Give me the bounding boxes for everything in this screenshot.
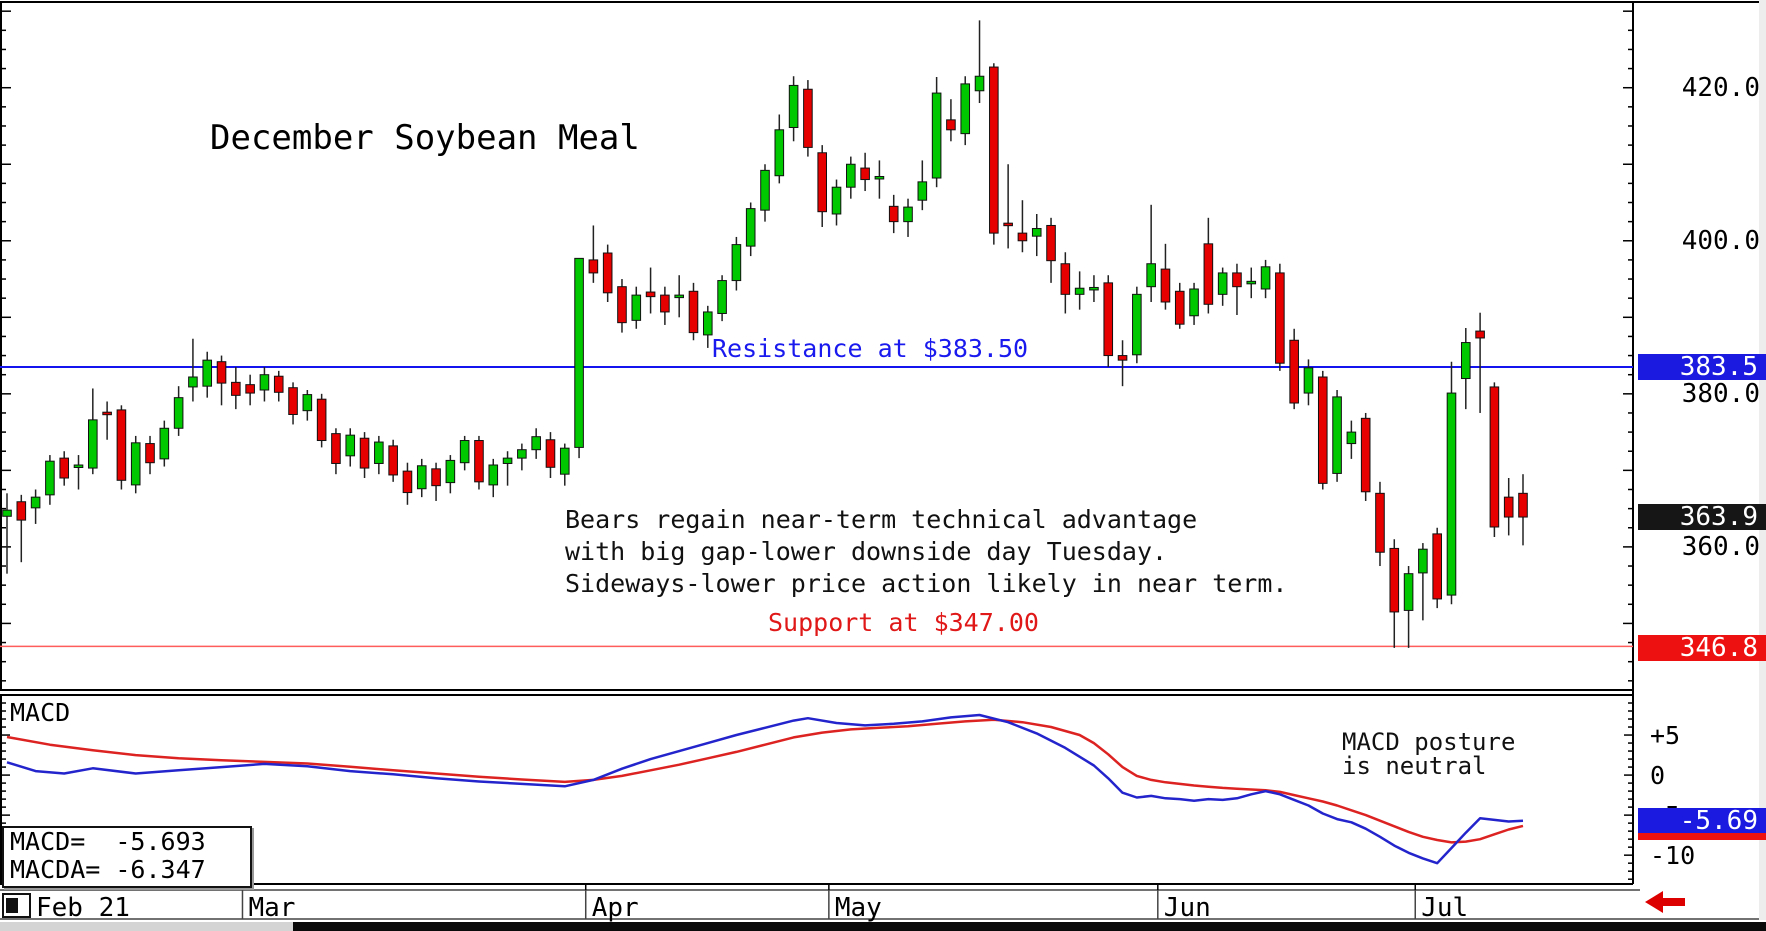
chart-title: December Soybean Meal: [210, 118, 640, 158]
scroll-back-arrow: [1645, 891, 1685, 913]
commentary-annotation: Bears regain near-term technical advanta…: [565, 504, 1287, 600]
macd-panel-title: MACD: [10, 698, 71, 727]
corner-box-icon-fill: [6, 898, 18, 913]
month-label: Mar: [248, 893, 296, 923]
macda-badge-sliver: [1638, 832, 1766, 840]
month-label: May: [834, 893, 882, 923]
macd-value-row: MACD= -5.693: [10, 827, 206, 856]
commentary-line: Bears regain near-term technical advanta…: [565, 505, 1198, 534]
macd-posture-line: MACD posture: [1342, 728, 1516, 756]
price-axis-label: 360.0: [1681, 531, 1760, 562]
commentary-line: with big gap-lower downside day Tuesday.: [565, 537, 1168, 566]
macd-value-legend: MACD= -5.693 MACDA= -6.347: [2, 826, 252, 888]
macd-posture-annotation: MACD posture is neutral: [1342, 730, 1515, 778]
price-badge: 383.5: [1638, 354, 1766, 381]
macd-posture-line: is neutral: [1342, 752, 1487, 780]
month-label: Feb 21: [36, 893, 130, 923]
window-edge-strip: [1759, 0, 1766, 920]
macd-axis-label: -10: [1650, 841, 1696, 871]
resistance-annotation: Resistance at $383.50: [712, 334, 1029, 363]
corner-box-icon[interactable]: [2, 893, 31, 918]
month-label: Apr: [591, 893, 639, 923]
month-label: Jun: [1163, 893, 1211, 923]
price-badge: 363.9: [1638, 504, 1766, 531]
macd-axis-label: +5: [1650, 721, 1681, 751]
price-badge: 346.8: [1638, 634, 1766, 661]
month-label: Jul: [1421, 893, 1469, 923]
price-axis-label: 380.0: [1681, 378, 1760, 409]
macd-axis-label: 0: [1650, 761, 1666, 791]
support-annotation: Support at $347.00: [768, 608, 1039, 637]
price-axis-label: 420.0: [1681, 72, 1760, 103]
price-axis-label: 400.0: [1681, 225, 1760, 256]
macd-badge: -5.69: [1638, 807, 1766, 834]
macda-value-row: MACDA= -6.347: [10, 855, 206, 884]
commentary-line: Sideways-lower price action likely in ne…: [565, 569, 1288, 598]
